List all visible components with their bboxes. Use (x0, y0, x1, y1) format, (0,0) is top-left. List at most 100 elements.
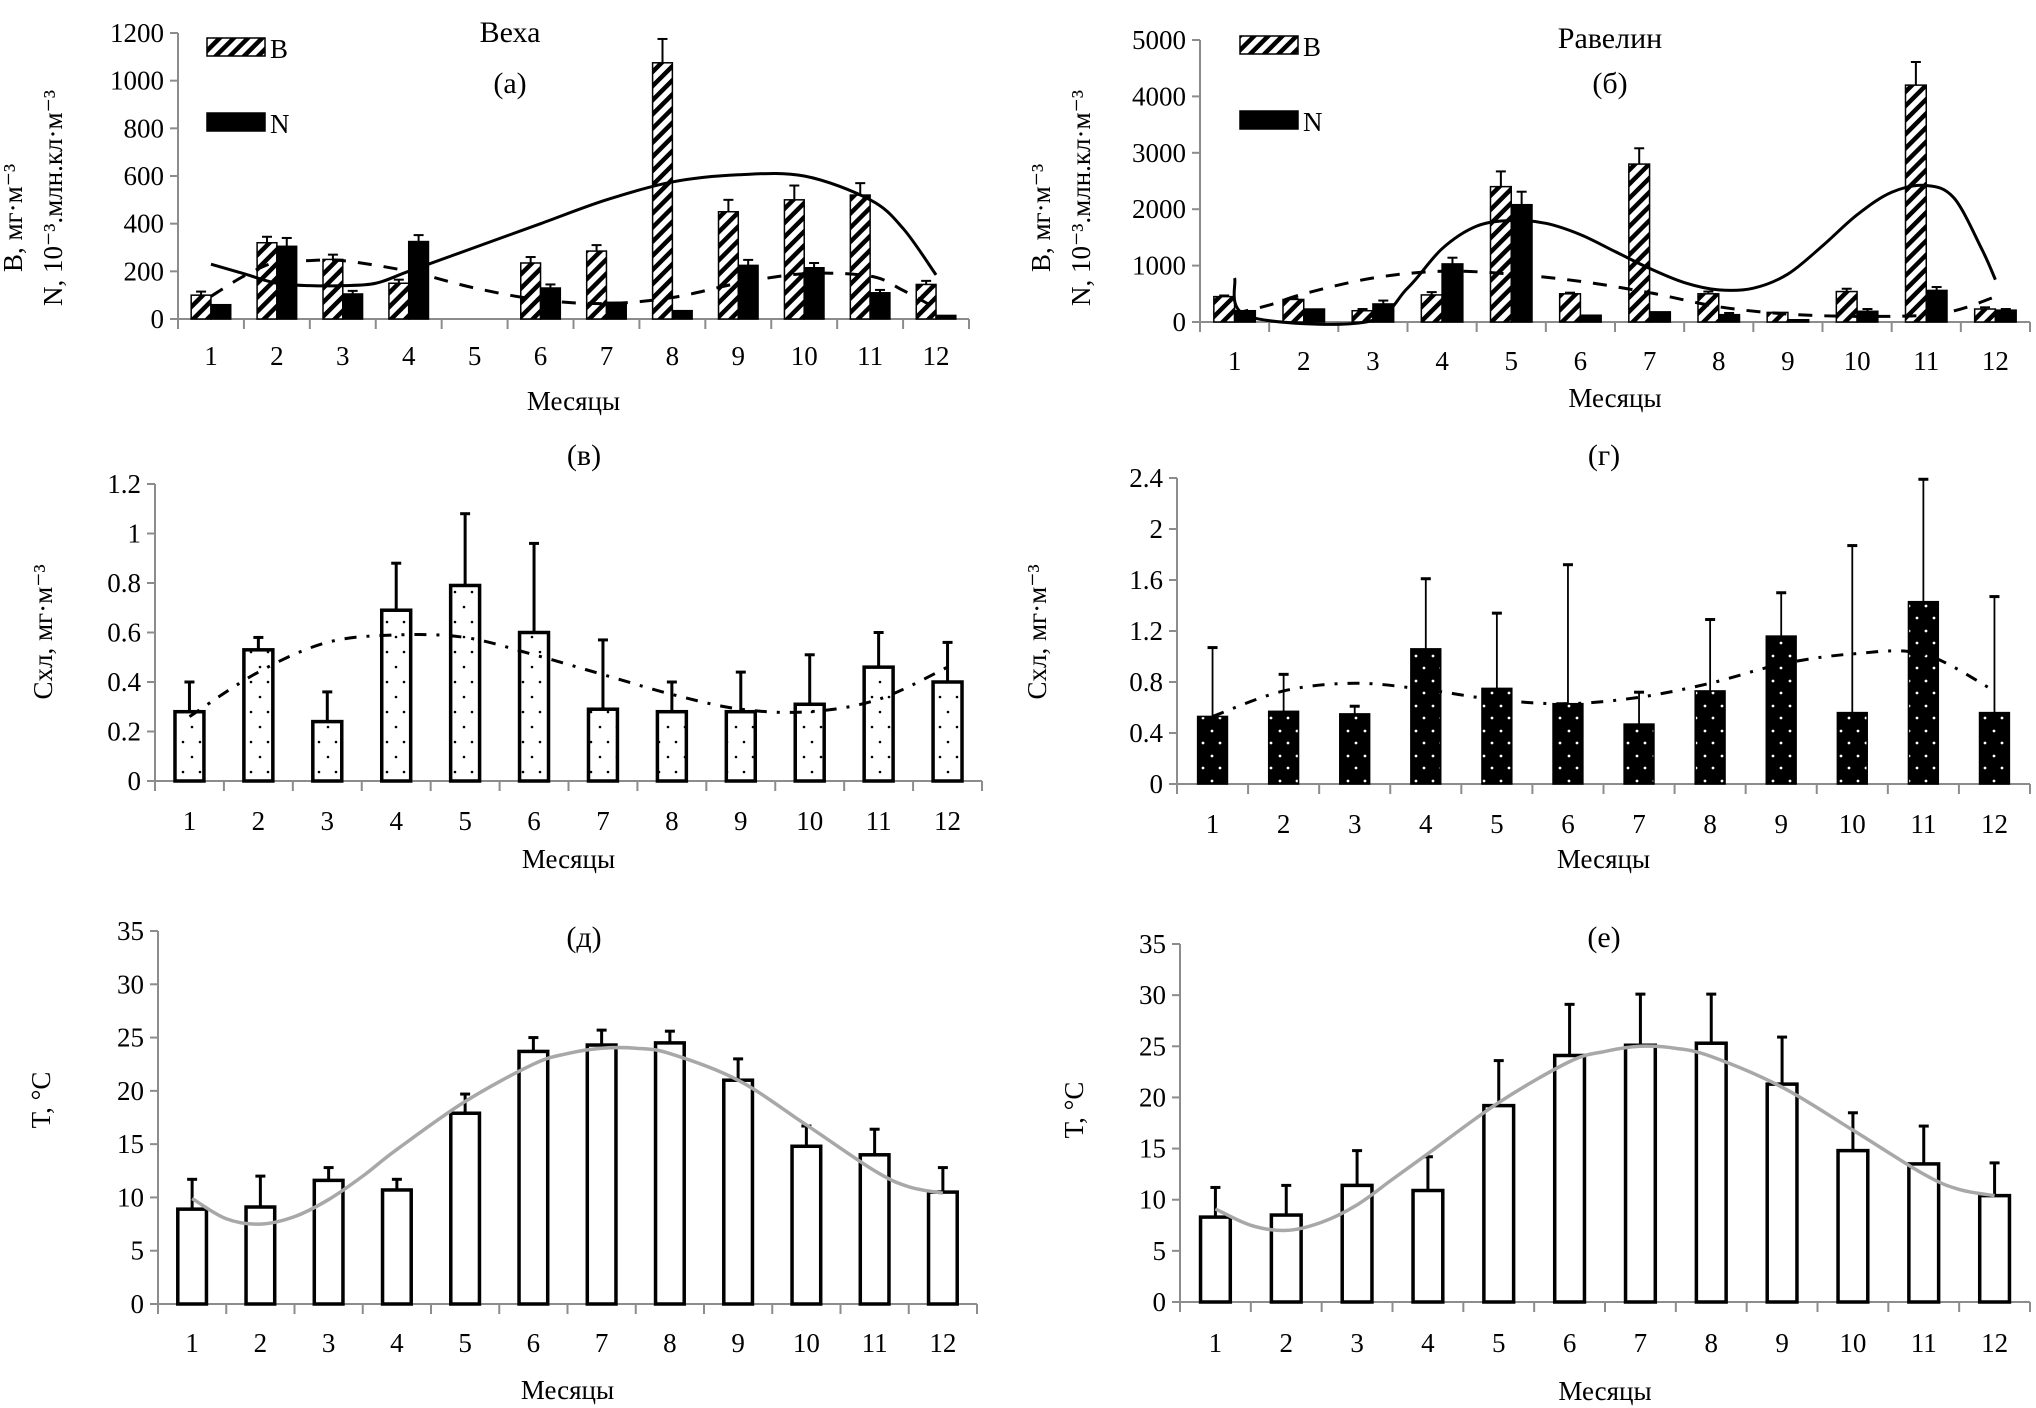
bar-cхл (793, 702, 826, 783)
chart-title: Веха (480, 16, 541, 49)
bar-b (1904, 84, 1927, 323)
x-tick-label: 3 (1350, 1328, 1364, 1358)
bar-b (388, 282, 410, 320)
bar-n (1925, 289, 1948, 323)
bar-cхл (1694, 690, 1726, 785)
x-tick-label: 10 (793, 1328, 820, 1358)
x-tick-label: 7 (596, 806, 610, 836)
x-tick-label: 7 (1643, 346, 1657, 376)
x-tick-label: 8 (1705, 1328, 1719, 1358)
x-tick-label: 5 (1505, 346, 1519, 376)
bar-t (926, 1190, 959, 1306)
bar-n (671, 309, 693, 320)
bar-cхл (1623, 723, 1655, 785)
x-tick-label: 4 (402, 341, 416, 371)
y-tick-label: 1.6 (1129, 565, 1163, 595)
y-tick-label: 0.6 (107, 618, 141, 648)
bar-cхл (1978, 711, 2011, 785)
bar-n (803, 267, 825, 320)
x-tick-label: 2 (1280, 1328, 1294, 1358)
y-axis-title: Cхл, мг·м⁻³ (1022, 564, 1052, 699)
y-tick-label: 5 (131, 1236, 145, 1266)
bar-t (1836, 1148, 1870, 1304)
x-tick-label: 6 (534, 341, 548, 371)
trendline-dashed (210, 258, 937, 310)
y-tick-label: 1200 (110, 18, 164, 48)
bar-t (1977, 1193, 2012, 1304)
y-tick-label: 20 (117, 1076, 144, 1106)
y-tick-label: 2 (1150, 514, 1164, 544)
y-tick-label: 4000 (1132, 81, 1186, 111)
x-tick-label: 7 (600, 341, 614, 371)
x-tick-label: 4 (1435, 346, 1449, 376)
bar-t (1623, 1043, 1658, 1304)
bar-t (1198, 1215, 1233, 1304)
y-tick-label: 25 (117, 1023, 144, 1053)
bar-t (722, 1078, 755, 1306)
y-axis-title: Cхл, мг·м⁻³ (28, 564, 58, 699)
x-tick-label: 3 (1366, 346, 1380, 376)
x-tick-label: 11 (866, 806, 892, 836)
y-tick-label: 1.2 (1129, 616, 1163, 646)
x-tick-label: 11 (1911, 1328, 1937, 1358)
x-tick-label: 6 (1563, 1328, 1577, 1358)
x-tick-label: 9 (732, 341, 746, 371)
y-axis-title: T, °C (1059, 1082, 1089, 1139)
bar-cхл (1410, 648, 1442, 785)
bar-cхл (586, 707, 620, 783)
x-tick-label: 5 (468, 341, 482, 371)
bar-n (342, 293, 364, 320)
bar-cхл (1907, 600, 1940, 785)
panel-label: (д) (566, 921, 601, 954)
x-tick-label: 10 (1844, 346, 1871, 376)
bar-cхл (1481, 687, 1513, 785)
y-tick-label: 0.2 (107, 717, 141, 747)
y-tick-label: 0 (131, 1289, 145, 1319)
x-tick-label: 8 (663, 1328, 677, 1358)
bar-b (1973, 308, 1997, 323)
x-tick-label: 12 (923, 341, 950, 371)
x-tick-label: 3 (1348, 809, 1362, 839)
y-tick-label: 25 (1139, 1031, 1166, 1061)
y-tick-label: 1000 (110, 66, 164, 96)
legend-swatch-n (206, 112, 266, 132)
y-tick-label: 1000 (1132, 251, 1186, 281)
y-tick-label: 5 (1153, 1236, 1167, 1266)
bar-cхл (517, 630, 551, 783)
bar-b (1835, 290, 1858, 323)
x-tick-label: 12 (1981, 809, 2008, 839)
y-tick-label: 400 (124, 209, 165, 239)
x-tick-label: 11 (862, 1328, 888, 1358)
y-tick-label: 0.4 (1129, 718, 1163, 748)
bar-b (190, 294, 212, 320)
x-tick-label: 1 (1209, 1328, 1223, 1358)
legend-swatch-n (1239, 110, 1299, 130)
bar-cхл (1267, 710, 1300, 785)
y-tick-label: 800 (124, 113, 165, 143)
trendline-solid-grey (191, 1045, 944, 1226)
y-tick-label: 0 (1150, 769, 1164, 799)
trendline-solid (1232, 183, 1997, 326)
bar-n (737, 264, 759, 320)
x-tick-label: 7 (595, 1328, 609, 1358)
bar-b (1628, 163, 1651, 323)
bar-cхл (311, 719, 344, 783)
bar-b (717, 211, 740, 320)
panel-label: (в) (567, 439, 601, 472)
y-axis-title: T, °C (26, 1072, 56, 1129)
legend-label-b: B (1303, 32, 1321, 62)
x-axis-title: Месяцы (1558, 1376, 1651, 1406)
x-tick-label: 10 (791, 341, 818, 371)
x-tick-label: 2 (1277, 809, 1291, 839)
x-tick-label: 2 (270, 341, 284, 371)
bar-n (1303, 308, 1326, 323)
x-tick-label: 2 (1297, 346, 1311, 376)
chart-title: Равелин (1558, 22, 1662, 55)
bar-b (585, 250, 608, 320)
y-tick-label: 600 (124, 161, 165, 191)
x-tick-label: 9 (731, 1328, 745, 1358)
bar-t (790, 1144, 823, 1306)
